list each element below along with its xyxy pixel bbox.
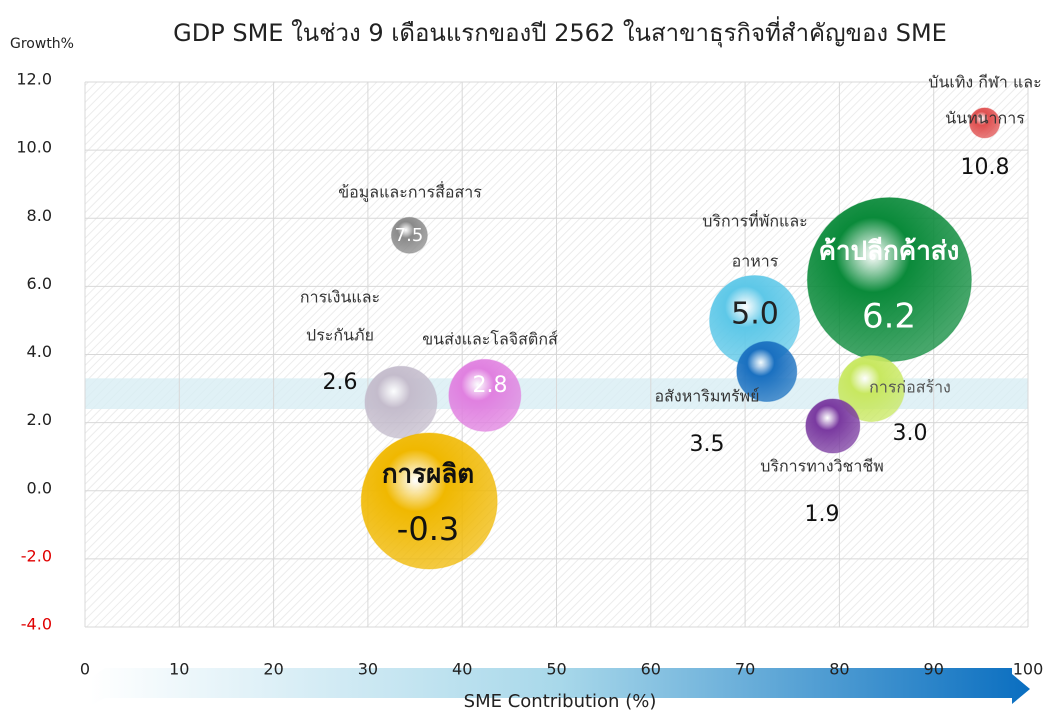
y-tick-label: -4.0 — [21, 615, 52, 634]
x-tick-label: 100 — [1013, 660, 1044, 679]
data-label: 7.5 — [395, 225, 424, 246]
bubble-name: ค้าปลีกค้าส่ง — [819, 237, 960, 267]
bubble-name: อาหาร — [732, 252, 779, 271]
y-tick-label: -2.0 — [21, 546, 52, 565]
x-tick-label: 10 — [169, 660, 189, 679]
chart-title: GDP SME ในช่วง 9 เดือนแรกของปี 2562 ในสา… — [173, 16, 947, 48]
bubble — [805, 398, 861, 454]
bubble — [448, 358, 522, 432]
x-tick-label: 60 — [641, 660, 661, 679]
data-label: 10.8 — [961, 155, 1010, 180]
y-tick-label: 2.0 — [27, 410, 52, 429]
y-tick-label: 12.0 — [16, 70, 52, 89]
x-axis-arrow — [90, 668, 1030, 706]
bubble-name: การเงินและ — [300, 288, 380, 307]
x-tick-label: 70 — [735, 660, 755, 679]
x-axis-label: SME Contribution (%) — [464, 691, 657, 712]
y-tick-label: 6.0 — [27, 274, 52, 293]
bubble-name: ขนส่งและโลจิสติกส์ — [422, 330, 558, 349]
x-tick-label: 80 — [829, 660, 849, 679]
bubble — [736, 341, 798, 403]
bubble-name: ประกันภัย — [306, 326, 374, 345]
bubble-name: อสังหาริมทรัพย์ — [655, 387, 760, 406]
data-label: 2.6 — [323, 370, 358, 395]
y-tick-label: 4.0 — [27, 342, 52, 361]
x-tick-label: 30 — [358, 660, 378, 679]
x-tick-label: 90 — [924, 660, 944, 679]
bubble-name: บริการที่พักและ — [702, 210, 808, 231]
y-tick-label: 8.0 — [27, 206, 52, 225]
data-label: 1.9 — [805, 502, 840, 527]
bubble-name: บริการทางวิชาชีพ — [760, 457, 884, 476]
bubble — [360, 432, 498, 570]
bubble-name: การก่อสร้าง — [869, 378, 951, 397]
x-tick-label: 40 — [452, 660, 472, 679]
bubble-name: การผลิต — [382, 460, 474, 490]
data-label: -0.3 — [397, 510, 459, 548]
bubble-name: บันเทิง กีฬา และ — [928, 73, 1041, 92]
data-label: 6.2 — [862, 297, 916, 337]
bubble-name: นันทนาการ — [945, 109, 1025, 128]
data-label: 3.0 — [893, 421, 928, 446]
data-label: 3.5 — [690, 432, 725, 457]
bubble-name: ข้อมูลและการสื่อสาร — [338, 181, 482, 203]
y-axis-label: Growth% — [10, 36, 74, 52]
x-tick-label: 0 — [80, 660, 90, 679]
data-label: 2.8 — [473, 373, 508, 398]
bubble — [364, 365, 438, 439]
x-tick-label: 50 — [546, 660, 566, 679]
x-tick-label: 20 — [263, 660, 283, 679]
y-tick-label: 0.0 — [27, 478, 52, 497]
bubble — [806, 197, 972, 363]
bubble — [969, 107, 1001, 139]
data-label: 5.0 — [731, 297, 779, 332]
y-tick-label: 10.0 — [16, 138, 52, 157]
bubble — [837, 355, 905, 423]
bubble — [390, 216, 428, 254]
